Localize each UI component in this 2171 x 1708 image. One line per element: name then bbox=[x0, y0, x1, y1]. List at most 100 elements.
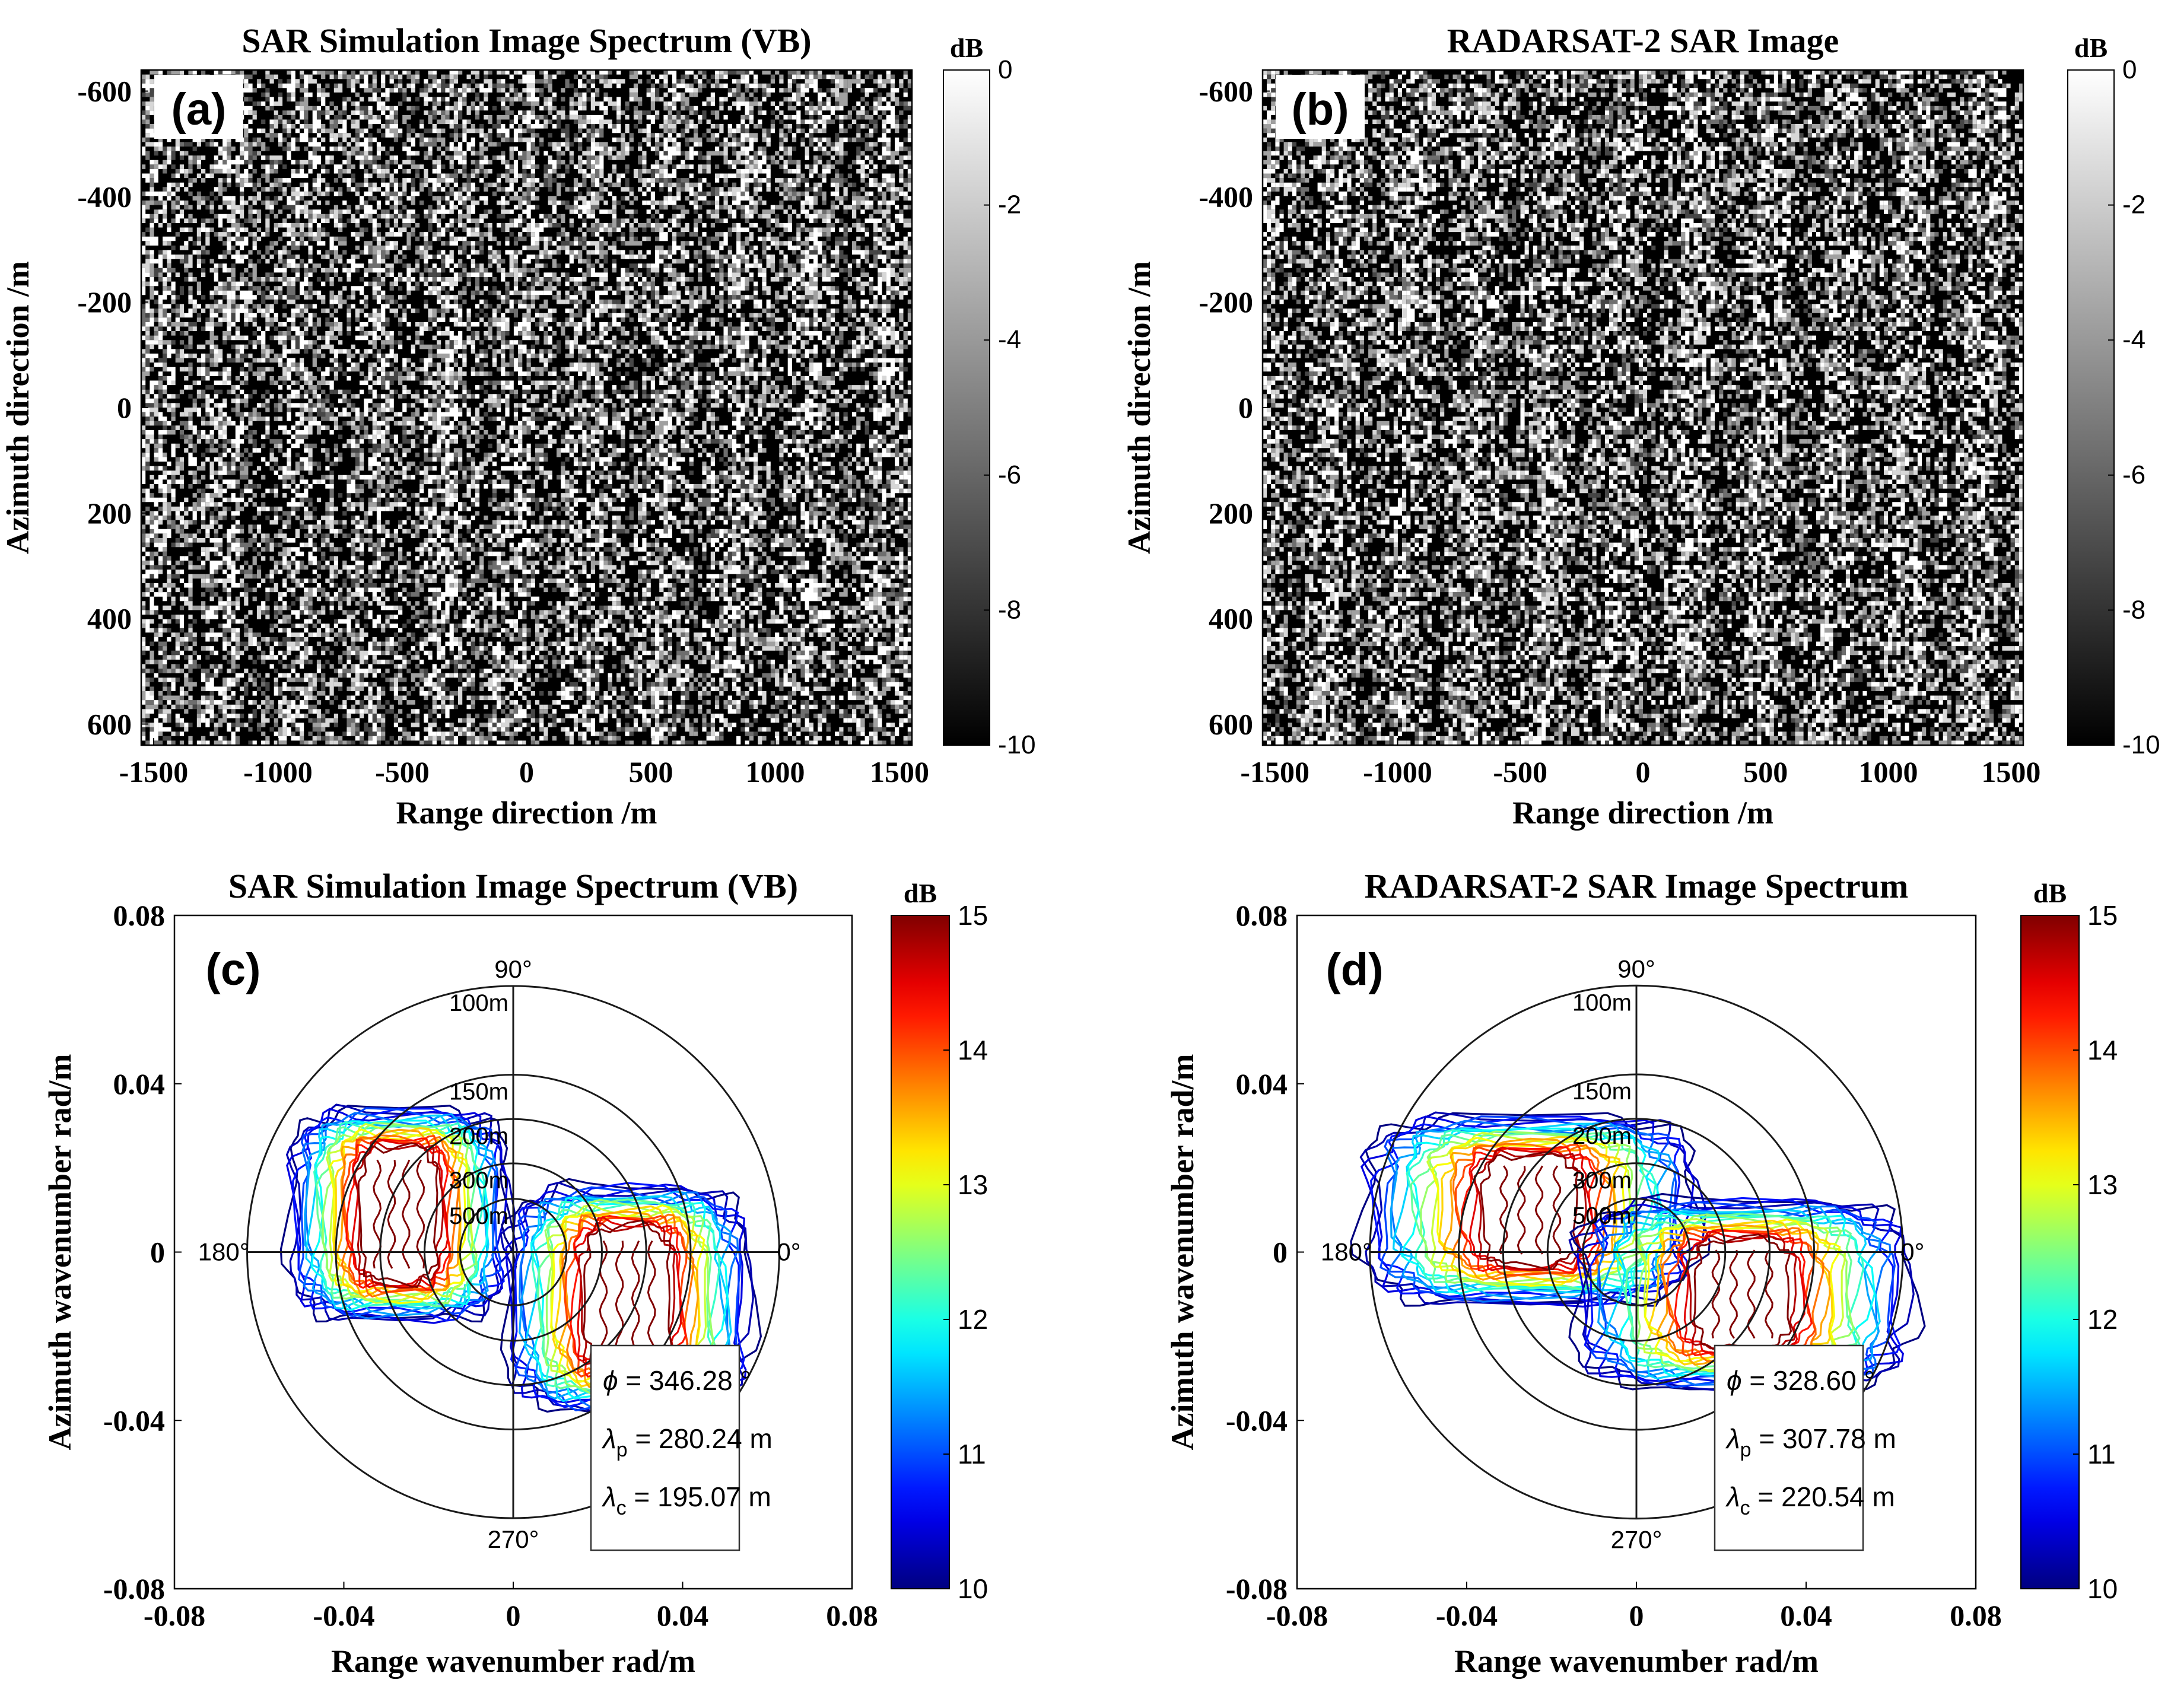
y-tick-label: -0.08 bbox=[1226, 1572, 1288, 1605]
annotation-value: = 307.78 m bbox=[1752, 1423, 1896, 1454]
annotation-value: = 220.54 m bbox=[1750, 1481, 1895, 1512]
colorbar-tick-label: -8 bbox=[998, 595, 1021, 624]
annotation-line: λp = 307.78 m bbox=[1725, 1423, 1896, 1461]
annotation-symbol: λ bbox=[1725, 1423, 1740, 1454]
annotation-subscript: c bbox=[1740, 1497, 1750, 1519]
contour-line bbox=[322, 1121, 478, 1305]
y-tick-label: -600 bbox=[77, 75, 132, 108]
plot-area: 100m 150m 200m 300m 500m 90° 180° 0° 270° bbox=[198, 955, 801, 1553]
x-tick-label: 0 bbox=[1629, 1599, 1644, 1632]
ring-label: 500m bbox=[449, 1203, 508, 1229]
y-tick-label: 0 bbox=[1273, 1236, 1288, 1269]
annotation-symbol: ϕ bbox=[1727, 1365, 1742, 1396]
colorbar-tick-label: -6 bbox=[998, 460, 1021, 489]
x-tick-label: 0.04 bbox=[657, 1599, 709, 1632]
panel-b: -1500 -1000 -500 0 500 1000 1500 -600 -400 -200 0 2… bbox=[1121, 21, 2160, 831]
spectral-peak bbox=[279, 1103, 518, 1324]
annotation-symbol: ϕ bbox=[603, 1365, 618, 1396]
y-tick-label: -400 bbox=[1199, 180, 1253, 213]
contour-line bbox=[1480, 1151, 1579, 1271]
contour-line bbox=[631, 1240, 640, 1357]
contour-line bbox=[373, 1159, 382, 1269]
y-tick-label: -0.04 bbox=[103, 1404, 165, 1437]
annotation-symbol: λ bbox=[601, 1423, 616, 1454]
y-tick-label: 200 bbox=[1209, 497, 1253, 530]
panel-label-bg bbox=[154, 75, 243, 139]
annotation-symbol: λ bbox=[601, 1481, 616, 1512]
y-tick-label: 400 bbox=[87, 602, 132, 635]
colorbar-tick-label: 13 bbox=[958, 1169, 988, 1200]
colorbar-tick-label: 0 bbox=[998, 55, 1012, 84]
contour-line bbox=[416, 1159, 425, 1269]
annotation-box: ϕ = 328.60 ° λp = 307.78 mλ c = 220.54 m bbox=[1714, 1344, 1896, 1551]
x-tick-label: 1500 bbox=[1981, 755, 2040, 788]
x-axis-label: Range wavenumber rad/m bbox=[331, 1643, 695, 1679]
contour-line bbox=[1392, 1122, 1664, 1294]
ring-label: 200m bbox=[449, 1123, 508, 1149]
y-tick-label: 0.04 bbox=[1236, 1067, 1288, 1101]
contour-line bbox=[351, 1137, 449, 1289]
colorbar-tick-label: -10 bbox=[2122, 730, 2160, 759]
x-tick-label: -0.08 bbox=[1266, 1599, 1328, 1632]
x-tick-label: 0.08 bbox=[826, 1599, 878, 1632]
panel-a: -1500 -1000 -500 0 500 1000 1500 -600 -400 -200 0 2… bbox=[0, 21, 1036, 831]
panel-label-bg bbox=[1276, 75, 1365, 139]
contour-line bbox=[599, 1240, 608, 1356]
annotation-line: λp = 280.24 m bbox=[601, 1423, 773, 1461]
y-tick-label: -0.04 bbox=[1226, 1404, 1288, 1437]
contour-line bbox=[615, 1241, 624, 1357]
ring-label: 100m bbox=[449, 990, 508, 1016]
x-tick-label: 0.08 bbox=[1950, 1599, 2002, 1632]
x-tick-label: -1500 bbox=[119, 755, 189, 788]
chart-title: SAR Simulation Image Spectrum (VB) bbox=[228, 867, 798, 905]
y-tick-label: 0.08 bbox=[1236, 899, 1288, 932]
contour-line bbox=[1468, 1146, 1595, 1271]
panel-label: (b) bbox=[1291, 84, 1349, 135]
colorbar-tick-label: 0 bbox=[2122, 55, 2137, 84]
y-axis-label: Azimuth direction /m bbox=[0, 261, 36, 554]
colorbar-tick-label: 10 bbox=[958, 1573, 988, 1604]
y-axis-label: Azimuth direction /m bbox=[1121, 261, 1157, 554]
polar-grid: 100m 150m 200m 300m 500m 90° 180° 0° 270° bbox=[1321, 955, 1925, 1553]
annotation-line: ϕ = 328.60 ° bbox=[1727, 1365, 1875, 1396]
ring-label: 300m bbox=[1572, 1168, 1632, 1194]
y-axis-label: Azimuth wavenumber rad/m bbox=[42, 1054, 78, 1450]
panel-label: (a) bbox=[171, 84, 227, 135]
contour-line bbox=[1517, 1166, 1526, 1255]
x-tick-label: -1000 bbox=[1363, 755, 1432, 788]
y-tick-label: 0 bbox=[150, 1236, 165, 1269]
contour-line bbox=[286, 1108, 508, 1324]
y-tick-label: 0.04 bbox=[113, 1067, 166, 1101]
y-tick-label: -200 bbox=[77, 285, 132, 319]
angle-label: 0° bbox=[1900, 1238, 1924, 1266]
contour-line bbox=[647, 1240, 656, 1356]
annotation-subscript: p bbox=[616, 1439, 628, 1461]
contour-line bbox=[1410, 1131, 1645, 1291]
x-tick-label: 0.04 bbox=[1780, 1599, 1832, 1632]
ring-label: 100m bbox=[1572, 990, 1632, 1016]
angle-label: 180° bbox=[198, 1238, 250, 1266]
contour-line bbox=[1406, 1128, 1657, 1292]
annotation-box: ϕ = 346.28 °λp = 280.24 mλc = 195.07 m bbox=[590, 1344, 773, 1551]
y-tick-label: 400 bbox=[1209, 602, 1253, 635]
chart-title: SAR Simulation Image Spectrum (VB) bbox=[241, 21, 811, 60]
colorbar-label: dB bbox=[2074, 33, 2108, 63]
x-tick-label: -1000 bbox=[243, 755, 313, 788]
colorbar-tick-label: -4 bbox=[998, 325, 1021, 354]
ring-label: 150m bbox=[1572, 1079, 1632, 1105]
colorbar-tick-label: 15 bbox=[2087, 900, 2118, 931]
x-axis-label: Range direction /m bbox=[1512, 795, 1773, 831]
colorbar-tick-label: 11 bbox=[958, 1439, 986, 1470]
annotation-value: = 346.28 ° bbox=[618, 1365, 751, 1396]
x-tick-label: 1000 bbox=[746, 755, 805, 788]
spectral-peak bbox=[1350, 1111, 1711, 1308]
annotation-value: = 280.24 m bbox=[628, 1423, 773, 1454]
x-tick-label: 500 bbox=[629, 755, 673, 788]
panel-label-bg bbox=[189, 935, 278, 999]
angle-label: 270° bbox=[488, 1525, 539, 1553]
colorbar-label: dB bbox=[950, 33, 983, 63]
panel-label: (d) bbox=[1326, 944, 1383, 995]
speckle-image bbox=[141, 70, 912, 745]
